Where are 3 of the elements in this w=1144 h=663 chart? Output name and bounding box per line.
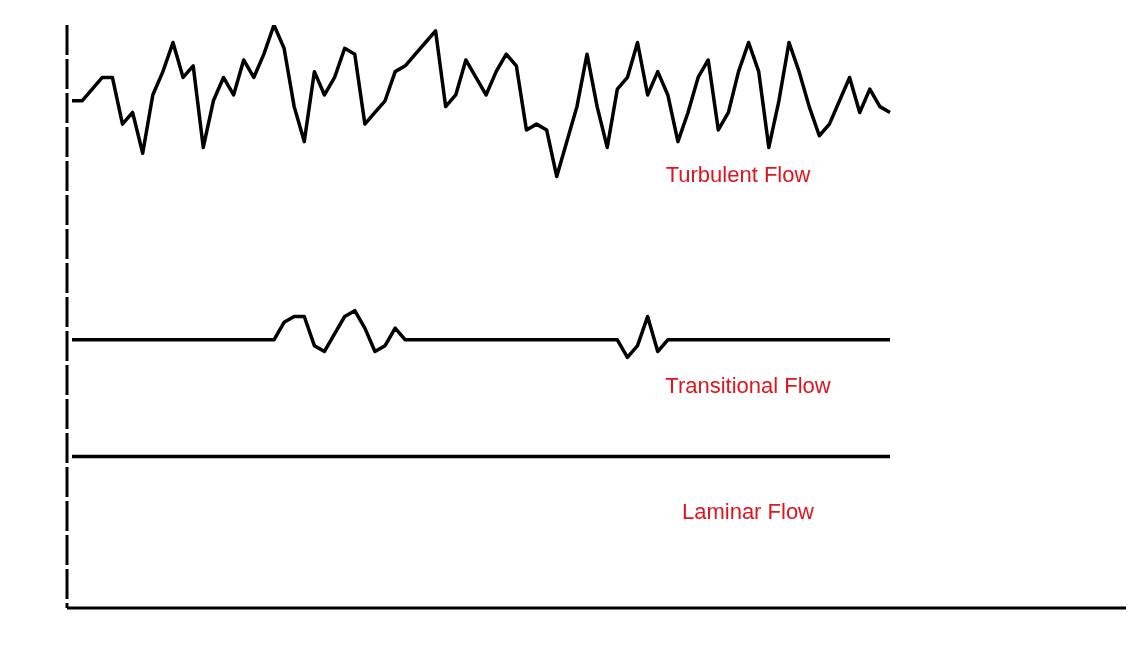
series-label: Turbulent Flow — [664, 162, 812, 188]
series-label: Transitional Flow — [664, 373, 832, 399]
series-label: Laminar Flow — [680, 499, 815, 525]
